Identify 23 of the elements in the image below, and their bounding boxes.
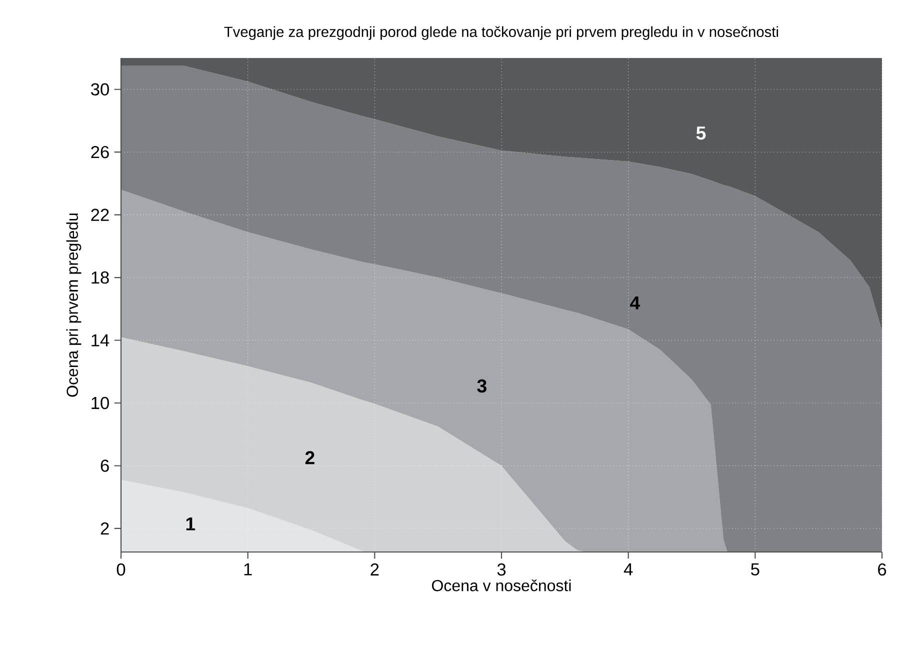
y-tick-label: 26 bbox=[91, 146, 109, 158]
y-tick-label: 30 bbox=[91, 83, 109, 96]
x-tick-label: 0 bbox=[116, 563, 126, 576]
x-tick-label: 3 bbox=[497, 563, 506, 576]
x-tick-label: 6 bbox=[878, 563, 886, 576]
x-tick-label: 5 bbox=[751, 563, 760, 576]
series-label: 1 bbox=[186, 517, 196, 530]
y-tick-label: 6 bbox=[100, 460, 109, 472]
y-tick-label: 22 bbox=[91, 208, 109, 221]
x-tick-label: 4 bbox=[624, 563, 633, 576]
y-tick-label: 2 bbox=[100, 522, 109, 535]
x-axis-title: Ocena v nosečnosti bbox=[432, 579, 571, 592]
y-axis-title: Ocena pri prvem pregledu bbox=[66, 214, 82, 397]
y-tick-label: 14 bbox=[92, 334, 110, 346]
series-label: 5 bbox=[696, 126, 706, 140]
x-tick-label: 1 bbox=[244, 563, 252, 576]
y-tick-label: 10 bbox=[92, 396, 109, 410]
series-label: 2 bbox=[305, 451, 314, 464]
chart-title: Tveganje za prezgodnji porod glede na točkovanje pri prvem pregledu in v nosečnosti bbox=[224, 26, 778, 40]
series-label: 3 bbox=[477, 379, 486, 393]
x-tick-label: 2 bbox=[370, 563, 379, 576]
series-label: 4 bbox=[630, 296, 640, 310]
y-tick-label: 18 bbox=[92, 271, 109, 284]
